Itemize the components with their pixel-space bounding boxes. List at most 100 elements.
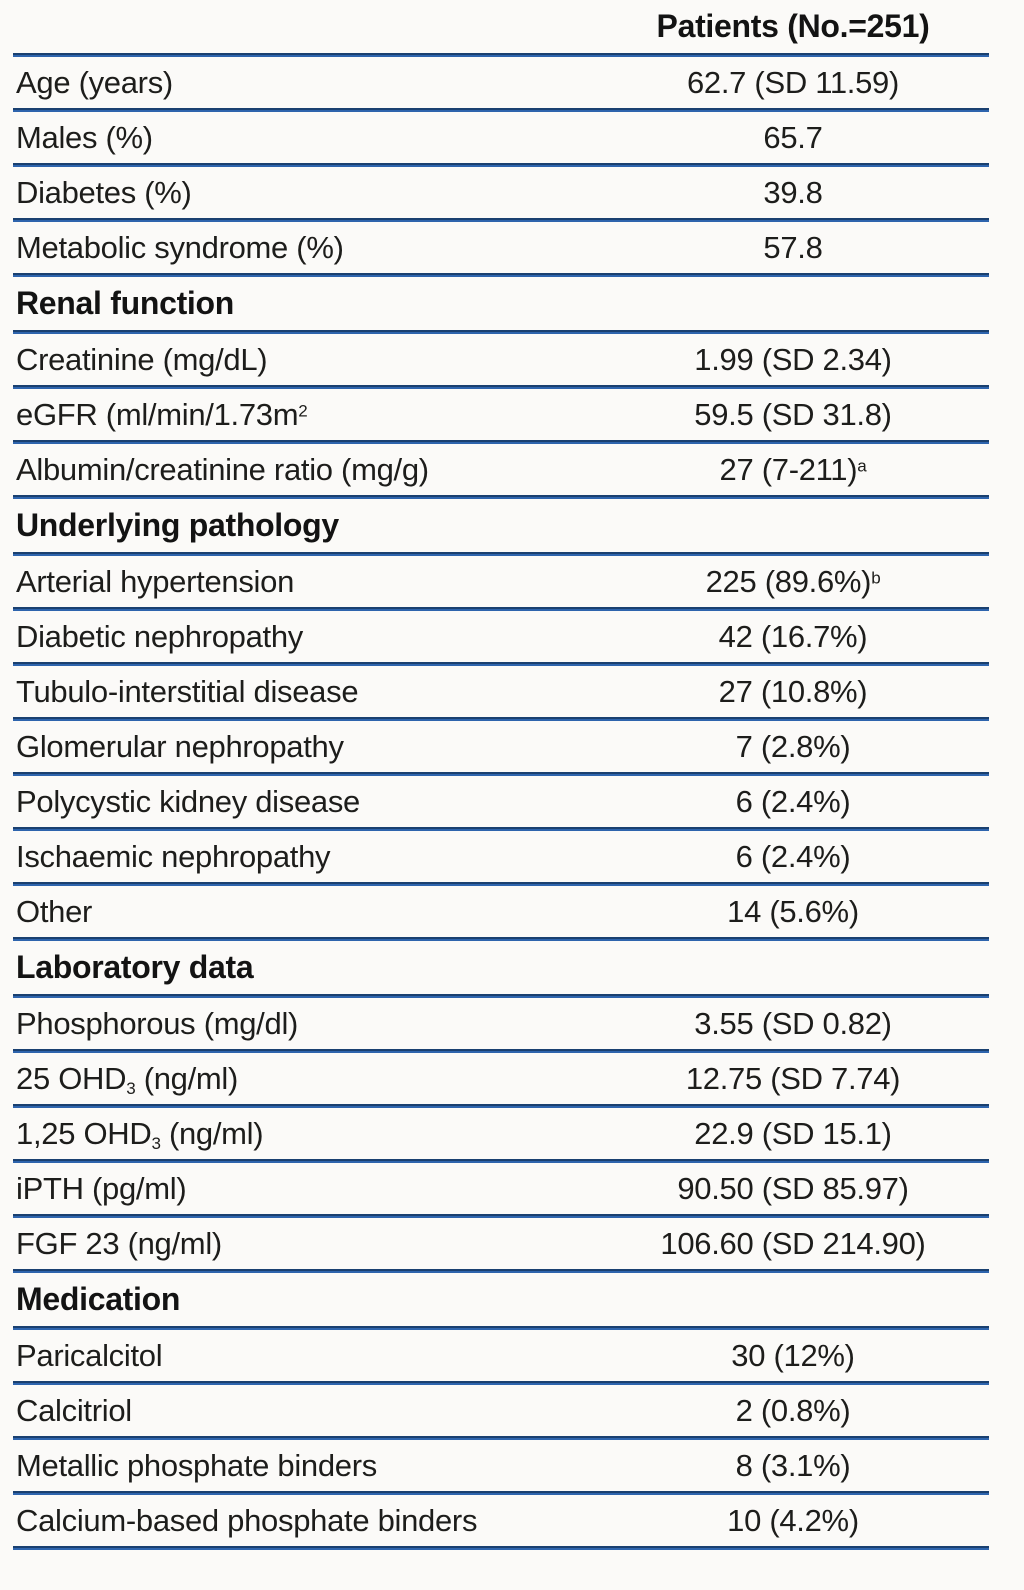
row-divider — [13, 1326, 989, 1330]
table-row: Males (%) 65.7 — [13, 112, 989, 163]
row-value: 42 (16.7%) — [597, 619, 989, 655]
row-label-text: Ischaemic nephropathy — [16, 838, 331, 874]
row-value-text: 10 (4.2%) — [727, 1502, 859, 1538]
table-body: Age (years) 62.7 (SD 11.59) Males (%) 65… — [13, 57, 989, 1550]
row-value: 59.5 (SD 31.8) — [597, 397, 989, 433]
row-label: Glomerular nephropathy — [13, 729, 597, 765]
row-value: 10 (4.2%) — [597, 1503, 989, 1539]
row-divider — [13, 552, 989, 556]
row-value: 62.7 (SD 11.59) — [597, 65, 989, 101]
table-row: FGF 23 (ng/ml) 106.60 (SD 214.90) — [13, 1218, 989, 1269]
section-header-label: Underlying pathology — [16, 507, 339, 543]
row-label: Paricalcitol — [13, 1338, 597, 1374]
row-value-text: 12.75 (SD 7.74) — [685, 1060, 901, 1096]
row-label-text: Calcium-based phosphate binders — [16, 1502, 478, 1538]
table-row: Metallic phosphate binders 8 (3.1%) — [13, 1440, 989, 1491]
row-label: iPTH (pg/ml) — [13, 1171, 597, 1207]
row-label: Metallic phosphate binders — [13, 1448, 597, 1484]
row-divider — [13, 1436, 989, 1440]
section-header-row: Laboratory data — [13, 941, 989, 994]
row-label: Phosphorous (mg/dl) — [13, 1006, 597, 1042]
row-value: 8 (3.1%) — [597, 1448, 989, 1484]
column-header-patients: Patients (No.=251) — [656, 8, 930, 44]
row-value: 6 (2.4%) — [597, 784, 989, 820]
row-divider — [13, 495, 989, 499]
row-value-text: 2 (0.8%) — [735, 1392, 851, 1428]
row-divider — [13, 1159, 989, 1163]
row-value-text: 57.8 — [763, 229, 823, 265]
table-row: Ischaemic nephropathy 6 (2.4%) — [13, 831, 989, 882]
row-value: 65.7 — [597, 120, 989, 156]
row-value: 14 (5.6%) — [597, 894, 989, 930]
row-label: Creatinine (mg/dL) — [13, 342, 597, 378]
section-header-row: Renal function — [13, 277, 989, 330]
row-divider — [13, 108, 989, 112]
row-label-text: Phosphorous (mg/dl) — [16, 1005, 299, 1041]
row-divider — [13, 163, 989, 167]
section-header-row: Medication — [13, 1273, 989, 1326]
table-row: 1,25 OHD3 (ng/ml) 22.9 (SD 15.1) — [13, 1108, 989, 1159]
row-label-text: Age (years) — [16, 64, 173, 100]
table-row: Glomerular nephropathy 7 (2.8%) — [13, 721, 989, 772]
row-label-text: Diabetes (%) — [16, 174, 192, 210]
table-row: Phosphorous (mg/dl) 3.55 (SD 0.82) — [13, 998, 989, 1049]
row-value: 27 (10.8%) — [597, 674, 989, 710]
row-label: Diabetic nephropathy — [13, 619, 597, 655]
row-divider — [13, 1214, 989, 1218]
row-value: 3.55 (SD 0.82) — [597, 1006, 989, 1042]
table-row: Arterial hypertension 225 (89.6%)b — [13, 556, 989, 607]
row-value: 1.99 (SD 2.34) — [597, 342, 989, 378]
row-value-text: 7 (2.8%) — [735, 728, 851, 764]
row-label: 1,25 OHD3 (ng/ml) — [13, 1116, 597, 1152]
row-label-rest: (ng/ml) — [135, 1060, 239, 1096]
table-row: 25 OHD3 (ng/ml) 12.75 (SD 7.74) — [13, 1053, 989, 1104]
row-label: Tubulo-interstitial disease — [13, 674, 597, 710]
row-label: Arterial hypertension — [13, 564, 597, 600]
table-row: Polycystic kidney disease 6 (2.4%) — [13, 776, 989, 827]
row-divider — [13, 1546, 989, 1550]
row-value-text: 59.5 (SD 31.8) — [694, 396, 892, 432]
row-value-text: 6 (2.4%) — [735, 783, 851, 819]
row-value: 39.8 — [597, 175, 989, 211]
row-divider — [13, 662, 989, 666]
row-value-text: 90.50 (SD 85.97) — [677, 1170, 909, 1206]
row-divider — [13, 827, 989, 831]
row-label-text: Metabolic syndrome (%) — [16, 229, 344, 265]
row-value: 2 (0.8%) — [597, 1393, 989, 1429]
header-divider — [13, 53, 989, 57]
table-row: Metabolic syndrome (%) 57.8 — [13, 222, 989, 273]
row-label-text: Other — [16, 893, 93, 929]
row-label-text: Tubulo-interstitial disease — [16, 673, 359, 709]
row-label: Albumin/creatinine ratio (mg/g) — [13, 452, 597, 488]
row-label-subscript: 3 — [126, 1078, 136, 1098]
table-row: Calcitriol 2 (0.8%) — [13, 1385, 989, 1436]
row-label-text: Paricalcitol — [16, 1337, 163, 1373]
row-label-text: 25 OHD — [16, 1060, 127, 1096]
row-label: Calcitriol — [13, 1393, 597, 1429]
row-label-text: Males (%) — [16, 119, 153, 155]
row-value: 7 (2.8%) — [597, 729, 989, 765]
table-row: Other 14 (5.6%) — [13, 886, 989, 937]
row-divider — [13, 882, 989, 886]
row-label: Calcium-based phosphate binders — [13, 1503, 597, 1539]
section-header-label: Renal function — [16, 285, 235, 321]
row-divider — [13, 1104, 989, 1108]
row-label-text: Calcitriol — [16, 1392, 132, 1428]
row-label: Ischaemic nephropathy — [13, 839, 597, 875]
row-label-superscript: 2 — [298, 400, 308, 420]
row-label-text: Arterial hypertension — [16, 563, 295, 599]
row-value: 6 (2.4%) — [597, 839, 989, 875]
row-label-text: Glomerular nephropathy — [16, 728, 344, 764]
table-row: Calcium-based phosphate binders 10 (4.2%… — [13, 1495, 989, 1546]
row-divider — [13, 385, 989, 389]
row-divider — [13, 330, 989, 334]
row-label-text: Metallic phosphate binders — [16, 1447, 377, 1483]
patient-characteristics-table: Patients (No.=251) Age (years) 62.7 (SD … — [13, 0, 989, 1550]
row-value-text: 14 (5.6%) — [727, 893, 859, 929]
row-divider — [13, 1049, 989, 1053]
row-divider — [13, 440, 989, 444]
table-header-row: Patients (No.=251) — [13, 0, 989, 53]
table-row: Age (years) 62.7 (SD 11.59) — [13, 57, 989, 108]
row-label-text: Albumin/creatinine ratio (mg/g) — [16, 451, 429, 487]
row-value-superscript: b — [871, 567, 881, 587]
